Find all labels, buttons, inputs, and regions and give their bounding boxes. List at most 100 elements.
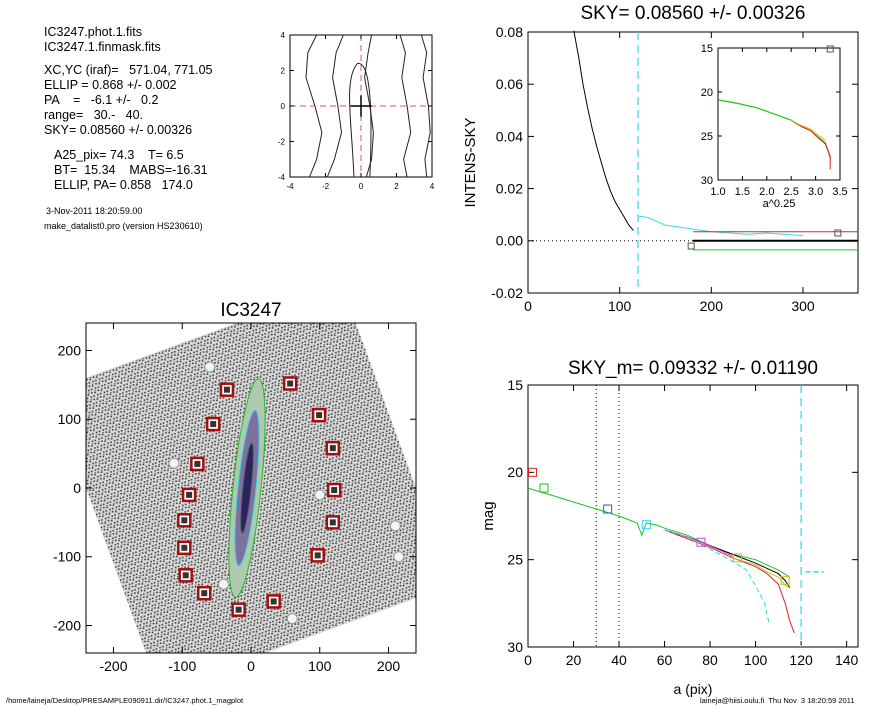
galaxy-image-plot: IC3247 -200 -100 0 100 200 -200 -100 0 100 200: [53, 300, 417, 674]
sky-xtick-label: 300: [791, 298, 815, 314]
mag-series-red: [664, 529, 795, 634]
sky-box-inner: [316, 412, 323, 419]
center-xtick-label: 4: [430, 182, 435, 191]
mag-xtick-label: 40: [611, 652, 627, 668]
footer-path: /home/laineja/Desktop/PRESAMPLE090911.di…: [6, 696, 244, 705]
header-ellip-pa: ELLIP, PA= 0.858 174.0: [54, 178, 193, 192]
star: [393, 551, 405, 563]
center-ytick-label: -4: [278, 173, 286, 182]
sky-ytick-label: 0.08: [496, 24, 523, 40]
inset-xtick-label: 1.5: [735, 186, 750, 198]
center-plot: -4 -2 0 2 4 -4 -2 0 2 4: [278, 31, 435, 191]
sky-ytick-label: 0.02: [496, 181, 523, 197]
mag-ytick-label: 15: [507, 377, 523, 393]
center-ytick-label: -2: [278, 137, 286, 146]
image-xtick-label: -100: [168, 658, 196, 674]
star: [168, 457, 180, 469]
mag-xtick-label: 120: [789, 652, 813, 668]
center-ytick-label: 2: [281, 66, 286, 75]
inset-xtick-label: 1.0: [710, 186, 725, 198]
inset-xlabel: a^0.25: [763, 198, 796, 210]
mag-xtick-label: 60: [657, 652, 673, 668]
header-file2: IC3247.1.finmask.fits: [44, 40, 161, 54]
mag-series-cyan: [664, 529, 770, 625]
star: [389, 520, 401, 532]
inset-ytick-label: 15: [701, 43, 713, 55]
sky-xtick-label: 200: [700, 298, 724, 314]
sky-ytick-label: 0.00: [496, 233, 523, 249]
header-pa: PA = -6.1 +/- 0.2: [44, 93, 159, 107]
mag-plot-frame: [527, 384, 859, 648]
mag-ytick-label: 30: [507, 639, 523, 655]
mag-plot-title: SKY_m= 0.09332 +/- 0.01190: [568, 358, 818, 379]
inset-frame: [717, 47, 841, 181]
image-xtick-label: 0: [247, 658, 255, 674]
mag-marker: [696, 537, 706, 547]
sky-plot-title: SKY= 0.08560 +/- 0.00326: [580, 3, 805, 24]
contour-line: [349, 62, 372, 178]
mag-marker: [539, 483, 549, 493]
sky-box-inner: [210, 421, 217, 428]
sky-box-inner: [235, 606, 242, 613]
image-xtick-label: -200: [99, 658, 127, 674]
sky-box-inner: [194, 460, 201, 467]
mag-xtick-label: 80: [702, 652, 718, 668]
inset-ytick-label: 20: [701, 87, 713, 99]
footer-user: laineja@hiisi.oulu.fi Thu Nov 3 18:20:59…: [700, 696, 855, 705]
mag-xtick-label: 20: [566, 652, 582, 668]
image-ytick-label: -100: [53, 549, 81, 565]
header-range: range= 30.- 40.: [44, 108, 144, 122]
mag-xtick-label: 100: [744, 652, 768, 668]
header-a25: A25_pix= 74.3 T= 6.5: [54, 148, 184, 162]
mag-ytick-label: 20: [507, 464, 523, 480]
star: [286, 613, 298, 625]
sky-box-inner: [270, 598, 277, 605]
sky-box-inner: [181, 517, 188, 524]
sky-ytick-label: -0.02: [491, 285, 523, 301]
header-date: 3-Nov-2011 18:20:59.00: [46, 206, 143, 216]
inset-ytick-label: 25: [701, 131, 713, 143]
inset-series-red: [790, 119, 831, 170]
sky-inset-plot: 1.0 1.5 2.0 2.5 3.0 3.5 15 20 25 30 a^0.25: [701, 43, 848, 210]
inset-ytick-label: 30: [701, 175, 713, 187]
mag-marker: [528, 467, 538, 477]
sky-xtick-label: 100: [608, 298, 632, 314]
mag-xtick-label: 0: [524, 652, 532, 668]
sky-plot-ylabel: INTENS-SKY: [462, 117, 479, 207]
sky-box-inner: [186, 491, 193, 498]
sky-box-inner: [331, 487, 338, 494]
mag-marker: [603, 504, 613, 514]
sky-box-inner: [329, 445, 336, 452]
mag-marker: [641, 520, 651, 530]
sky-ytick-label: 0.04: [496, 128, 523, 144]
image-xtick-label: 200: [377, 658, 401, 674]
image-ytick-label: -200: [53, 617, 81, 633]
mag-ytick-label: 25: [507, 552, 523, 568]
sky-plot: SKY= 0.08560 +/- 0.00326 INTENS-SKY 0 100 20…: [462, 3, 859, 314]
image-ytick-label: 0: [73, 480, 81, 496]
sky-box-inner: [182, 572, 189, 579]
header-xcyc: XC,YC (iraf)= 571.04, 771.05: [44, 63, 213, 77]
sky-xtick-label: 0: [524, 298, 532, 314]
center-ytick-label: 0: [281, 102, 286, 111]
mag-plot-ylabel: mag: [480, 501, 497, 530]
mag-series-green: [527, 487, 790, 578]
mag-xtick-label: 140: [835, 652, 859, 668]
mag-marker: [732, 553, 742, 563]
galaxy-core: [240, 442, 254, 534]
sky-series-black: [573, 30, 634, 231]
header-sky: SKY= 0.08560 +/- 0.00326: [44, 123, 193, 137]
center-xtick-label: -4: [286, 182, 294, 191]
sky-box-inner: [223, 386, 230, 393]
magnitude-plot: SKY_m= 0.09332 +/- 0.01190 mag a (pix) 0 20 4…: [480, 358, 859, 697]
image-ytick-label: 100: [58, 411, 82, 427]
header-bt: BT= 15.34 MABS=-16.31: [54, 163, 208, 177]
contour-line: [326, 34, 344, 178]
star: [204, 361, 216, 373]
sky-series-cyan: [637, 215, 804, 237]
sky-box-inner: [287, 380, 294, 387]
inset-xtick-label: 3.5: [832, 186, 847, 198]
inset-marker: [826, 45, 834, 53]
star: [218, 578, 229, 590]
